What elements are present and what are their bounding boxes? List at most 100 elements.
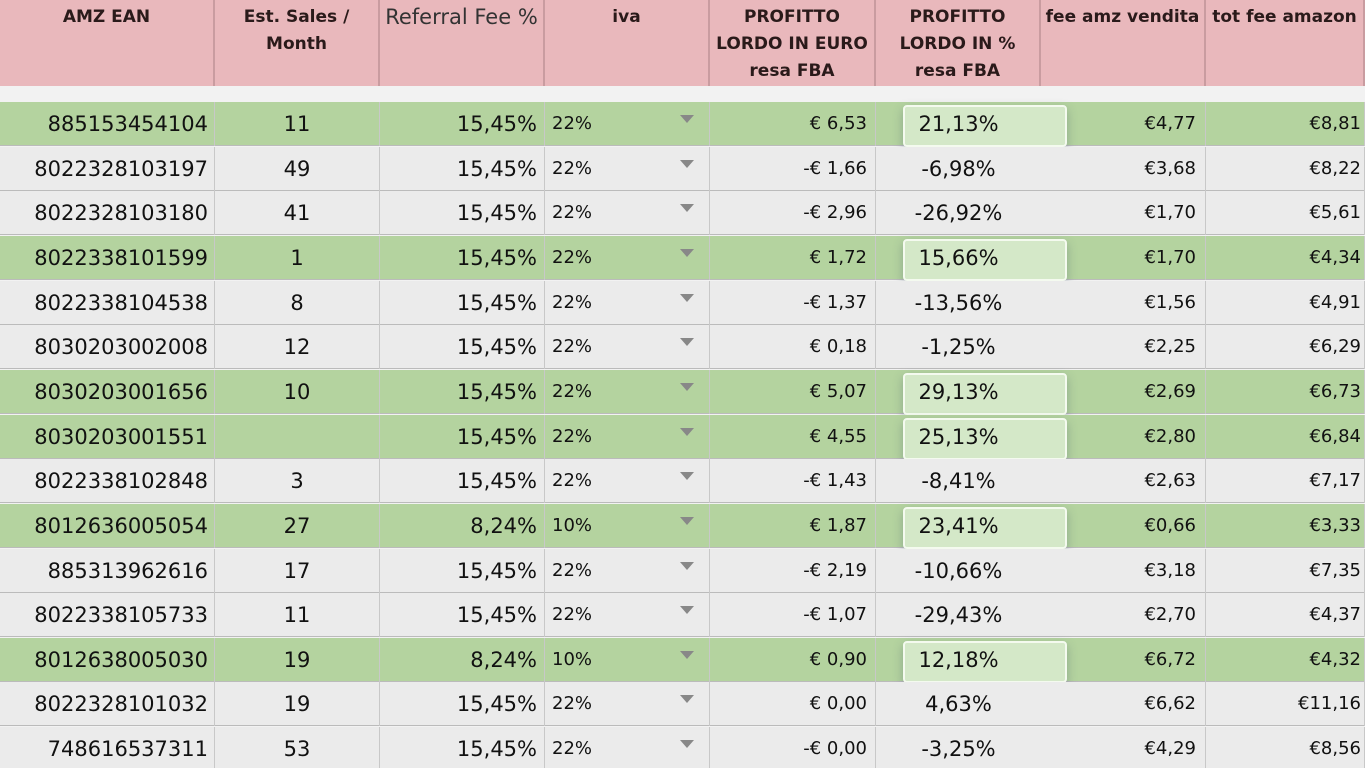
dropdown-arrow: [680, 561, 694, 570]
dropdown-arrow: [680, 248, 694, 257]
table-row: 8030203001551 15,45% 22% € 4,55 25,13% €2,80 €…: [0, 414, 1365, 460]
table-cell: 17: [215, 548, 380, 593]
table-cell: -€ 1,43: [710, 459, 876, 504]
table-cell: 22%: [545, 191, 710, 236]
table-row: 8022328103180 41 15,45% 22% -€ 2,96 -26,92% €1…: [0, 191, 1365, 236]
column-header: fee amz vendita: [1041, 0, 1206, 86]
table-cell: 15,45%: [380, 191, 545, 236]
table-cell: € 0,90: [710, 637, 876, 682]
table-cell: -29,43%: [914, 603, 1003, 628]
table-row: 8012636005054 27 8,24% 10% € 1,87 23,41% €0,66…: [0, 503, 1365, 549]
table-cell: € 1,72: [710, 235, 876, 280]
highlight-box: [903, 506, 1067, 549]
table-cell: €2,63: [1041, 459, 1206, 504]
table-cell: €6,72: [1041, 637, 1206, 682]
table-cell: € 1,87: [710, 503, 876, 548]
table-cell: 15,45%: [380, 727, 545, 768]
table-cell: €0,66: [1041, 503, 1206, 548]
table-cell: 4,63%: [925, 692, 992, 717]
table-cell: 27: [215, 503, 380, 548]
table-cell: €7,17: [1206, 459, 1365, 504]
table-cell: 8,24%: [380, 637, 545, 682]
table-cell: 22%: [545, 682, 710, 727]
table-cell: 22%: [545, 280, 710, 325]
table-cell: €1,70: [1041, 235, 1206, 280]
table-cell: €1,70: [1041, 191, 1206, 236]
table-cell: -€ 1,66: [710, 146, 876, 191]
dropdown-arrow: [680, 427, 694, 436]
table-cell: 22%: [545, 548, 710, 593]
highlight-box: [903, 238, 1067, 281]
table-cell: 21,13%: [918, 112, 999, 136]
table-cell: 8022338102848: [0, 459, 215, 504]
table-cell: -13,56%: [914, 290, 1003, 315]
table-cell: 15,45%: [380, 235, 545, 280]
dropdown-arrow: [680, 204, 694, 213]
highlight-box: [903, 640, 1067, 683]
table-row: 885153454104 11 15,45% 22% € 6,53 21,13% €4,77…: [0, 102, 1365, 147]
table-row: 748616537311 53 15,45% 22% -€ 0,00 -3,25% €4,2…: [0, 727, 1365, 768]
table-cell: €4,37: [1206, 593, 1365, 638]
table-cell: 1: [215, 235, 380, 280]
table-cell: 885153454104: [0, 102, 215, 146]
table-cell: 25,13%: [918, 424, 999, 449]
table-cell: 8030203002008: [0, 325, 215, 370]
dropdown-arrow: [680, 159, 694, 168]
column-header: Est. Sales / Month: [215, 0, 380, 86]
table-cell: 15,45%: [380, 459, 545, 504]
table-cell: 19: [215, 682, 380, 727]
table-cell: 8030203001656: [0, 369, 215, 414]
table-cell: 22%: [545, 727, 710, 768]
table-cell: 22%: [545, 593, 710, 638]
dropdown-arrow: [680, 516, 694, 525]
table-row: 8022338102848 3 15,45% 22% -€ 1,43 -8,41% €2,6…: [0, 459, 1365, 504]
table-cell: € 5,07: [710, 369, 876, 414]
table-cell: € 0,18: [710, 325, 876, 370]
table-cell: €5,61: [1206, 191, 1365, 236]
table-cell: 8: [215, 280, 380, 325]
table-cell: €4,34: [1206, 235, 1365, 280]
table-cell: 8022328101032: [0, 682, 215, 727]
table-cell: 8022338104538: [0, 280, 215, 325]
table-cell: 15,45%: [380, 146, 545, 191]
table-row: 8022338104538 8 15,45% 22% -€ 1,37 -13,56% €1,…: [0, 280, 1365, 325]
table-cell: 22%: [545, 325, 710, 370]
table-cell: 8030203001551: [0, 414, 215, 459]
table-cell: 10: [215, 369, 380, 414]
table-cell: €2,80: [1041, 414, 1206, 459]
table-cell: -26,92%: [914, 201, 1003, 226]
table-cell: 11: [215, 102, 380, 146]
table-cell: 53: [215, 727, 380, 768]
table-cell: -3,25%: [921, 737, 996, 762]
table-cell: €3,18: [1041, 548, 1206, 593]
table-cell: €4,32: [1206, 637, 1365, 682]
column-header: PROFITTO LORDO IN % resa FBA: [876, 0, 1041, 86]
table-cell: 15,45%: [380, 369, 545, 414]
table-cell: 8022328103197: [0, 146, 215, 191]
table-cell: 8022338101599: [0, 235, 215, 280]
table-row: 8022338101599 1 15,45% 22% € 1,72 15,66% €1,70…: [0, 235, 1365, 281]
table-cell: 15,45%: [380, 325, 545, 370]
table-cell: 22%: [545, 414, 710, 459]
dropdown-arrow: [680, 606, 694, 615]
table-cell: €8,56: [1206, 727, 1365, 768]
table-cell: 885313962616: [0, 548, 215, 593]
table-cell: 15,45%: [380, 414, 545, 459]
dropdown-arrow: [680, 472, 694, 481]
highlight-box: [903, 417, 1067, 460]
table-cell: €6,29: [1206, 325, 1365, 370]
dropdown-arrow: [680, 740, 694, 749]
table-cell: 15,45%: [380, 280, 545, 325]
table-row: 8022328101032 19 15,45% 22% € 0,00 4,63% €6,62…: [0, 682, 1365, 727]
table-cell: €3,68: [1041, 146, 1206, 191]
dropdown-arrow: [680, 695, 694, 704]
table-cell: €6,73: [1206, 369, 1365, 414]
table-cell: 15,45%: [380, 682, 545, 727]
table-cell: €8,81: [1206, 102, 1365, 146]
table-cell: €2,69: [1041, 369, 1206, 414]
highlight-box: [903, 105, 1067, 147]
table-cell: €6,84: [1206, 414, 1365, 459]
dropdown-arrow: [680, 115, 694, 123]
table-cell: 3: [215, 459, 380, 504]
table-cell: -10,66%: [914, 558, 1003, 583]
